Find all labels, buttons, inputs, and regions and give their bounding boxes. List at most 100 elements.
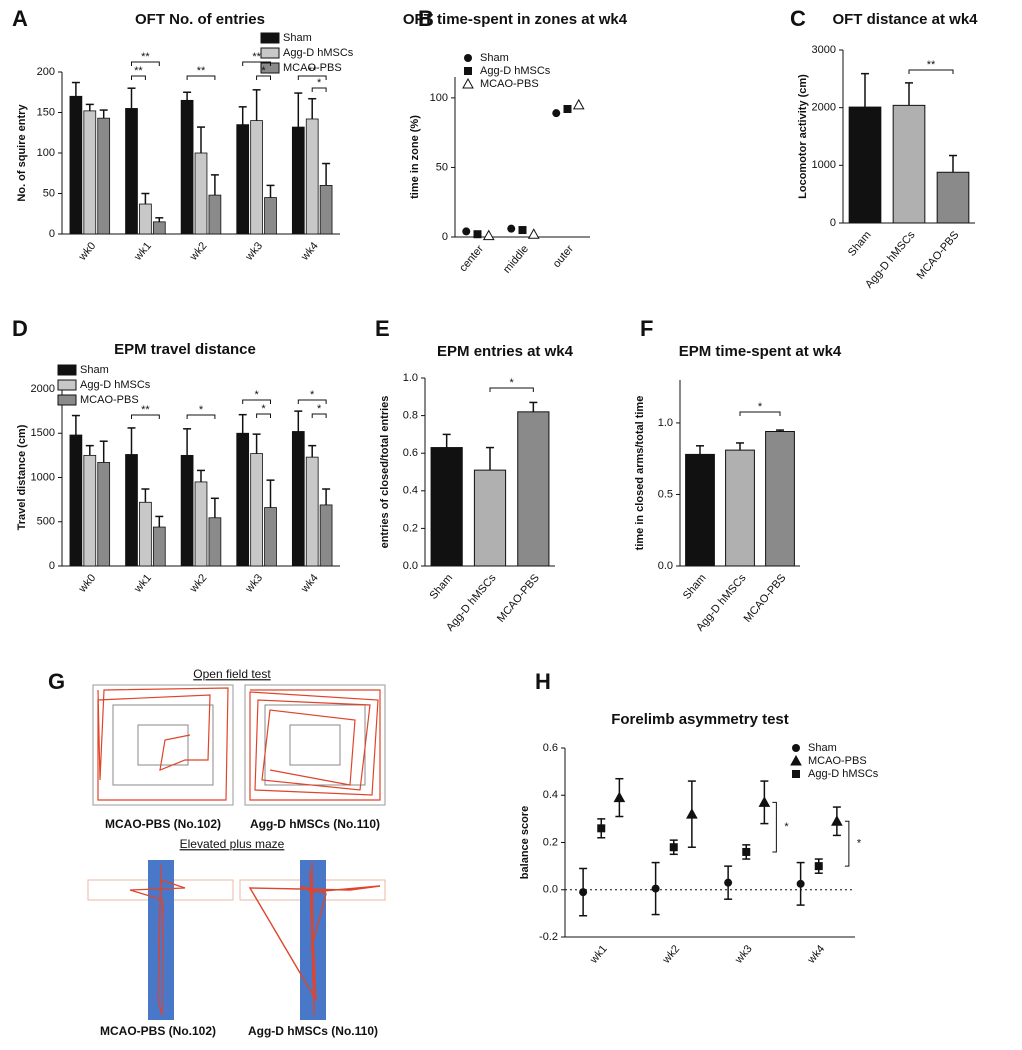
y-tick-label: 100 (37, 147, 55, 159)
bar (125, 454, 138, 567)
track (97, 687, 229, 801)
bar (319, 184, 333, 235)
significance-label: * (510, 377, 515, 389)
significance-bracket (131, 414, 160, 419)
bar (765, 431, 795, 567)
arena (92, 684, 234, 806)
x-tick-label: outer (551, 243, 577, 270)
bar (208, 194, 222, 235)
caption: MCAO-PBS (No.102) (100, 1024, 216, 1038)
bar (236, 124, 250, 235)
x-tick-label: wk4 (298, 240, 320, 263)
bar (83, 454, 97, 567)
significance-label: ** (308, 65, 317, 77)
legend-label: MCAO-PBS (80, 394, 139, 406)
bar (291, 431, 305, 567)
section-title: Open field test (193, 667, 271, 681)
marker (790, 754, 802, 766)
legend-swatch (57, 394, 77, 406)
y-tick-label: 0.6 (543, 742, 558, 754)
y-tick-label: 50 (436, 161, 448, 173)
significance-label: ** (252, 51, 261, 63)
x-tick-label: wk3 (243, 240, 265, 263)
significance-label: * (261, 65, 266, 77)
marker (473, 230, 482, 239)
y-axis-label: No. of squire entry (16, 104, 28, 202)
x-tick-label: wk4 (805, 943, 827, 966)
bar (264, 507, 277, 567)
marker (572, 98, 585, 110)
bar (250, 120, 263, 235)
chart-title: OFT No. of entries (135, 11, 265, 28)
significance-bracket (739, 411, 781, 416)
significance-bracket (297, 399, 327, 404)
y-tick-label: 0 (830, 217, 836, 229)
significance-label: ** (134, 65, 143, 77)
x-tick-label: wk1 (132, 240, 154, 263)
x-tick-label: MCAO-PBS (915, 229, 962, 282)
chart-title: OFT distance at wk4 (832, 11, 978, 28)
y-tick-label: 1500 (31, 427, 55, 439)
bar (180, 454, 194, 567)
marker (742, 847, 751, 856)
bar (305, 118, 319, 235)
marker (686, 808, 698, 819)
arena-zone (289, 724, 341, 766)
y-tick-label: 1.0 (403, 372, 418, 384)
marker (552, 109, 561, 118)
significance-bracket (311, 87, 327, 92)
significance-bracket (186, 75, 216, 80)
y-axis-label: Travel distance (cm) (16, 424, 28, 530)
y-tick-label: 500 (37, 516, 55, 528)
bar (250, 453, 263, 567)
y-tick-label: 0.0 (543, 884, 558, 896)
significance-bracket (908, 69, 954, 74)
x-tick-label: MCAO-PBS (495, 572, 542, 625)
y-axis-label: time in closed arms/total time (634, 396, 646, 551)
track (129, 864, 186, 1016)
marker (482, 229, 495, 241)
significance-label: * (261, 403, 266, 415)
x-tick-label: wk2 (187, 240, 209, 263)
marker (464, 54, 472, 62)
significance-label: * (310, 389, 315, 401)
legend-label: Agg-D hMSCs (283, 47, 354, 59)
legend-swatch (57, 379, 77, 391)
x-tick-label: wk2 (660, 943, 682, 966)
significance-label: * (758, 401, 763, 413)
significance-label: * (254, 389, 259, 401)
y-tick-label: 0.8 (403, 410, 418, 422)
bar (264, 197, 277, 235)
panel: F EPM time-spent at wk4 time in closed arm… (634, 316, 842, 634)
marker (814, 862, 823, 871)
section-title: Elevated plus maze (180, 837, 285, 851)
significance-bracket (297, 75, 327, 80)
x-tick-label: wk3 (732, 943, 754, 966)
bar (892, 104, 926, 224)
x-tick-label: wk1 (132, 572, 154, 595)
significance-bracket (489, 387, 534, 392)
x-tick-label: wk2 (187, 572, 209, 595)
significance-label: * (784, 821, 789, 833)
panel: C OFT distance at wk4 Locomotor activity (… (790, 6, 978, 291)
y-tick-label: 0.0 (403, 560, 418, 572)
x-tick-label: wk0 (76, 240, 98, 263)
chart-title: EPM time-spent at wk4 (679, 343, 842, 360)
chart-title: OFT time-spent in zones at wk4 (403, 11, 628, 28)
panel-g: G Open field test MCAO-PBS (No.102) Agg-… (48, 667, 386, 1038)
bar (83, 110, 97, 235)
panel-letter: H (535, 669, 551, 694)
caption: Agg-D hMSCs (No.110) (248, 1024, 378, 1038)
panel-letter: F (640, 316, 653, 341)
significance-bracket (844, 820, 850, 867)
bar (194, 481, 208, 567)
bar (208, 517, 222, 567)
caption: MCAO-PBS (No.102) (105, 817, 221, 831)
significance-bracket (242, 399, 271, 404)
y-tick-label: 0.4 (403, 485, 418, 497)
bar (291, 126, 305, 235)
y-tick-label: 0.5 (658, 488, 673, 500)
y-axis-label: balance score (519, 806, 531, 879)
bar (69, 95, 83, 235)
legend-label: Sham (480, 52, 509, 64)
